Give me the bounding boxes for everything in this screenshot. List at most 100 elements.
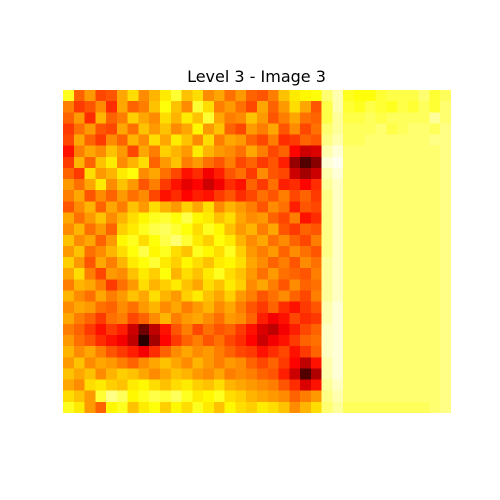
heatmap-cell-r3-c8 [149, 123, 161, 135]
heatmap-cell-r10-c22 [300, 201, 312, 213]
heatmap-cell-r2-c7 [138, 112, 150, 124]
heatmap-cell-r10-c21 [289, 201, 301, 213]
heatmap-cell-r15-c16 [235, 257, 247, 269]
heatmap-cell-r11-c33 [418, 212, 430, 225]
heatmap-cell-r15-c26 [343, 257, 355, 269]
heatmap-cell-r8-c6 [127, 179, 139, 191]
heatmap-cell-r17-c0 [63, 279, 75, 291]
heatmap-cell-r21-c30 [386, 323, 398, 336]
heatmap-cell-r11-c21 [289, 212, 301, 225]
heatmap-cell-r16-c34 [429, 268, 441, 280]
heatmap-cell-r2-c29 [375, 112, 387, 124]
heatmap-cell-r10-c28 [364, 201, 376, 213]
heatmap-cell-r0-c4 [106, 90, 118, 102]
heatmap-cell-r5-c22 [300, 145, 312, 158]
heatmap-cell-r21-c3 [95, 323, 107, 336]
heatmap-cell-r3-c28 [364, 123, 376, 135]
heatmap-cell-r1-c21 [289, 101, 301, 113]
heatmap-cell-r19-c6 [127, 301, 139, 314]
heatmap-cell-r5-c15 [224, 145, 236, 158]
heatmap-cell-r16-c27 [354, 268, 366, 280]
heatmap-cell-r19-c17 [246, 301, 258, 314]
heatmap-cell-r2-c28 [364, 112, 376, 124]
heatmap-cell-r25-c1 [73, 368, 85, 380]
heatmap-cell-r7-c17 [246, 167, 258, 180]
heatmap-cell-r23-c34 [429, 346, 441, 358]
heatmap-cell-r20-c1 [73, 312, 85, 325]
heatmap-cell-r26-c0 [63, 379, 75, 392]
heatmap-cell-r3-c34 [429, 123, 441, 135]
heatmap-cell-r19-c23 [310, 301, 323, 314]
heatmap-cell-r7-c32 [407, 167, 420, 180]
heatmap-cell-r11-c5 [116, 212, 129, 225]
heatmap-cell-r14-c26 [343, 245, 355, 258]
heatmap-cell-r12-c20 [278, 223, 290, 236]
heatmap-cell-r21-c22 [300, 323, 312, 336]
heatmap-cell-r1-c11 [181, 101, 193, 113]
heatmap-cell-r9-c17 [246, 190, 258, 202]
heatmap-cell-r23-c7 [138, 346, 150, 358]
heatmap-cell-r14-c15 [224, 245, 236, 258]
heatmap-cell-r16-c31 [397, 268, 409, 280]
heatmap-cell-r21-c28 [364, 323, 376, 336]
heatmap-cell-r25-c15 [224, 368, 236, 380]
heatmap-cell-r1-c30 [386, 101, 398, 113]
heatmap-cell-r15-c3 [95, 257, 107, 269]
heatmap-cell-r14-c24 [321, 245, 333, 258]
heatmap-cell-r12-c18 [257, 223, 269, 236]
heatmap-cell-r14-c3 [95, 245, 107, 258]
heatmap-cell-r19-c0 [63, 301, 75, 314]
heatmap-cell-r12-c35 [440, 223, 451, 236]
heatmap-cell-r27-c17 [246, 390, 258, 403]
heatmap-cell-r13-c28 [364, 234, 376, 247]
heatmap-cell-r14-c7 [138, 245, 150, 258]
heatmap-cell-r25-c18 [257, 368, 269, 380]
heatmap-cell-r3-c14 [213, 123, 226, 135]
heatmap-cell-r5-c4 [106, 145, 118, 158]
heatmap-cell-r2-c17 [246, 112, 258, 124]
heatmap-cell-r6-c26 [343, 156, 355, 169]
heatmap-cell-r7-c23 [310, 167, 323, 180]
heatmap-cell-r3-c22 [300, 123, 312, 135]
heatmap-cell-r8-c28 [364, 179, 376, 191]
heatmap-cell-r2-c6 [127, 112, 139, 124]
heatmap-cell-r21-c26 [343, 323, 355, 336]
heatmap-cell-r2-c9 [160, 112, 172, 124]
heatmap-cell-r14-c16 [235, 245, 247, 258]
heatmap-cell-r7-c7 [138, 167, 150, 180]
heatmap-cell-r28-c10 [170, 401, 182, 413]
heatmap-cell-r9-c13 [203, 190, 215, 202]
heatmap-cell-r5-c7 [138, 145, 150, 158]
heatmap-cell-r13-c25 [332, 234, 344, 247]
heatmap-cell-r0-c34 [429, 90, 441, 102]
heatmap-cell-r15-c22 [300, 257, 312, 269]
heatmap-cell-r28-c17 [246, 401, 258, 413]
heatmap-cell-r24-c17 [246, 357, 258, 369]
heatmap-cell-r4-c28 [364, 134, 376, 147]
heatmap-cell-r10-c27 [354, 201, 366, 213]
heatmap-cell-r22-c17 [246, 335, 258, 347]
heatmap-cell-r6-c34 [429, 156, 441, 169]
heatmap-cell-r7-c26 [343, 167, 355, 180]
heatmap-cell-r21-c32 [407, 323, 420, 336]
heatmap-cell-r14-c29 [375, 245, 387, 258]
heatmap-cell-r28-c15 [224, 401, 236, 413]
heatmap-cell-r4-c15 [224, 134, 236, 147]
heatmap-cell-r18-c35 [440, 290, 451, 303]
heatmap-cell-r0-c5 [116, 90, 129, 102]
heatmap-cell-r6-c11 [181, 156, 193, 169]
heatmap-cell-r0-c10 [170, 90, 182, 102]
heatmap-cell-r15-c6 [127, 257, 139, 269]
heatmap-cell-r13-c11 [181, 234, 193, 247]
heatmap-cell-r6-c22 [300, 156, 312, 169]
heatmap-cell-r27-c1 [73, 390, 85, 403]
heatmap-cell-r16-c32 [407, 268, 420, 280]
heatmap-cell-r17-c19 [267, 279, 279, 291]
heatmap-cell-r28-c7 [138, 401, 150, 413]
heatmap-cell-r16-c7 [138, 268, 150, 280]
heatmap-cell-r11-c27 [354, 212, 366, 225]
heatmap-cell-r7-c16 [235, 167, 247, 180]
heatmap-cell-r24-c11 [181, 357, 193, 369]
heatmap-cell-r8-c15 [224, 179, 236, 191]
heatmap-cell-r26-c20 [278, 379, 290, 392]
